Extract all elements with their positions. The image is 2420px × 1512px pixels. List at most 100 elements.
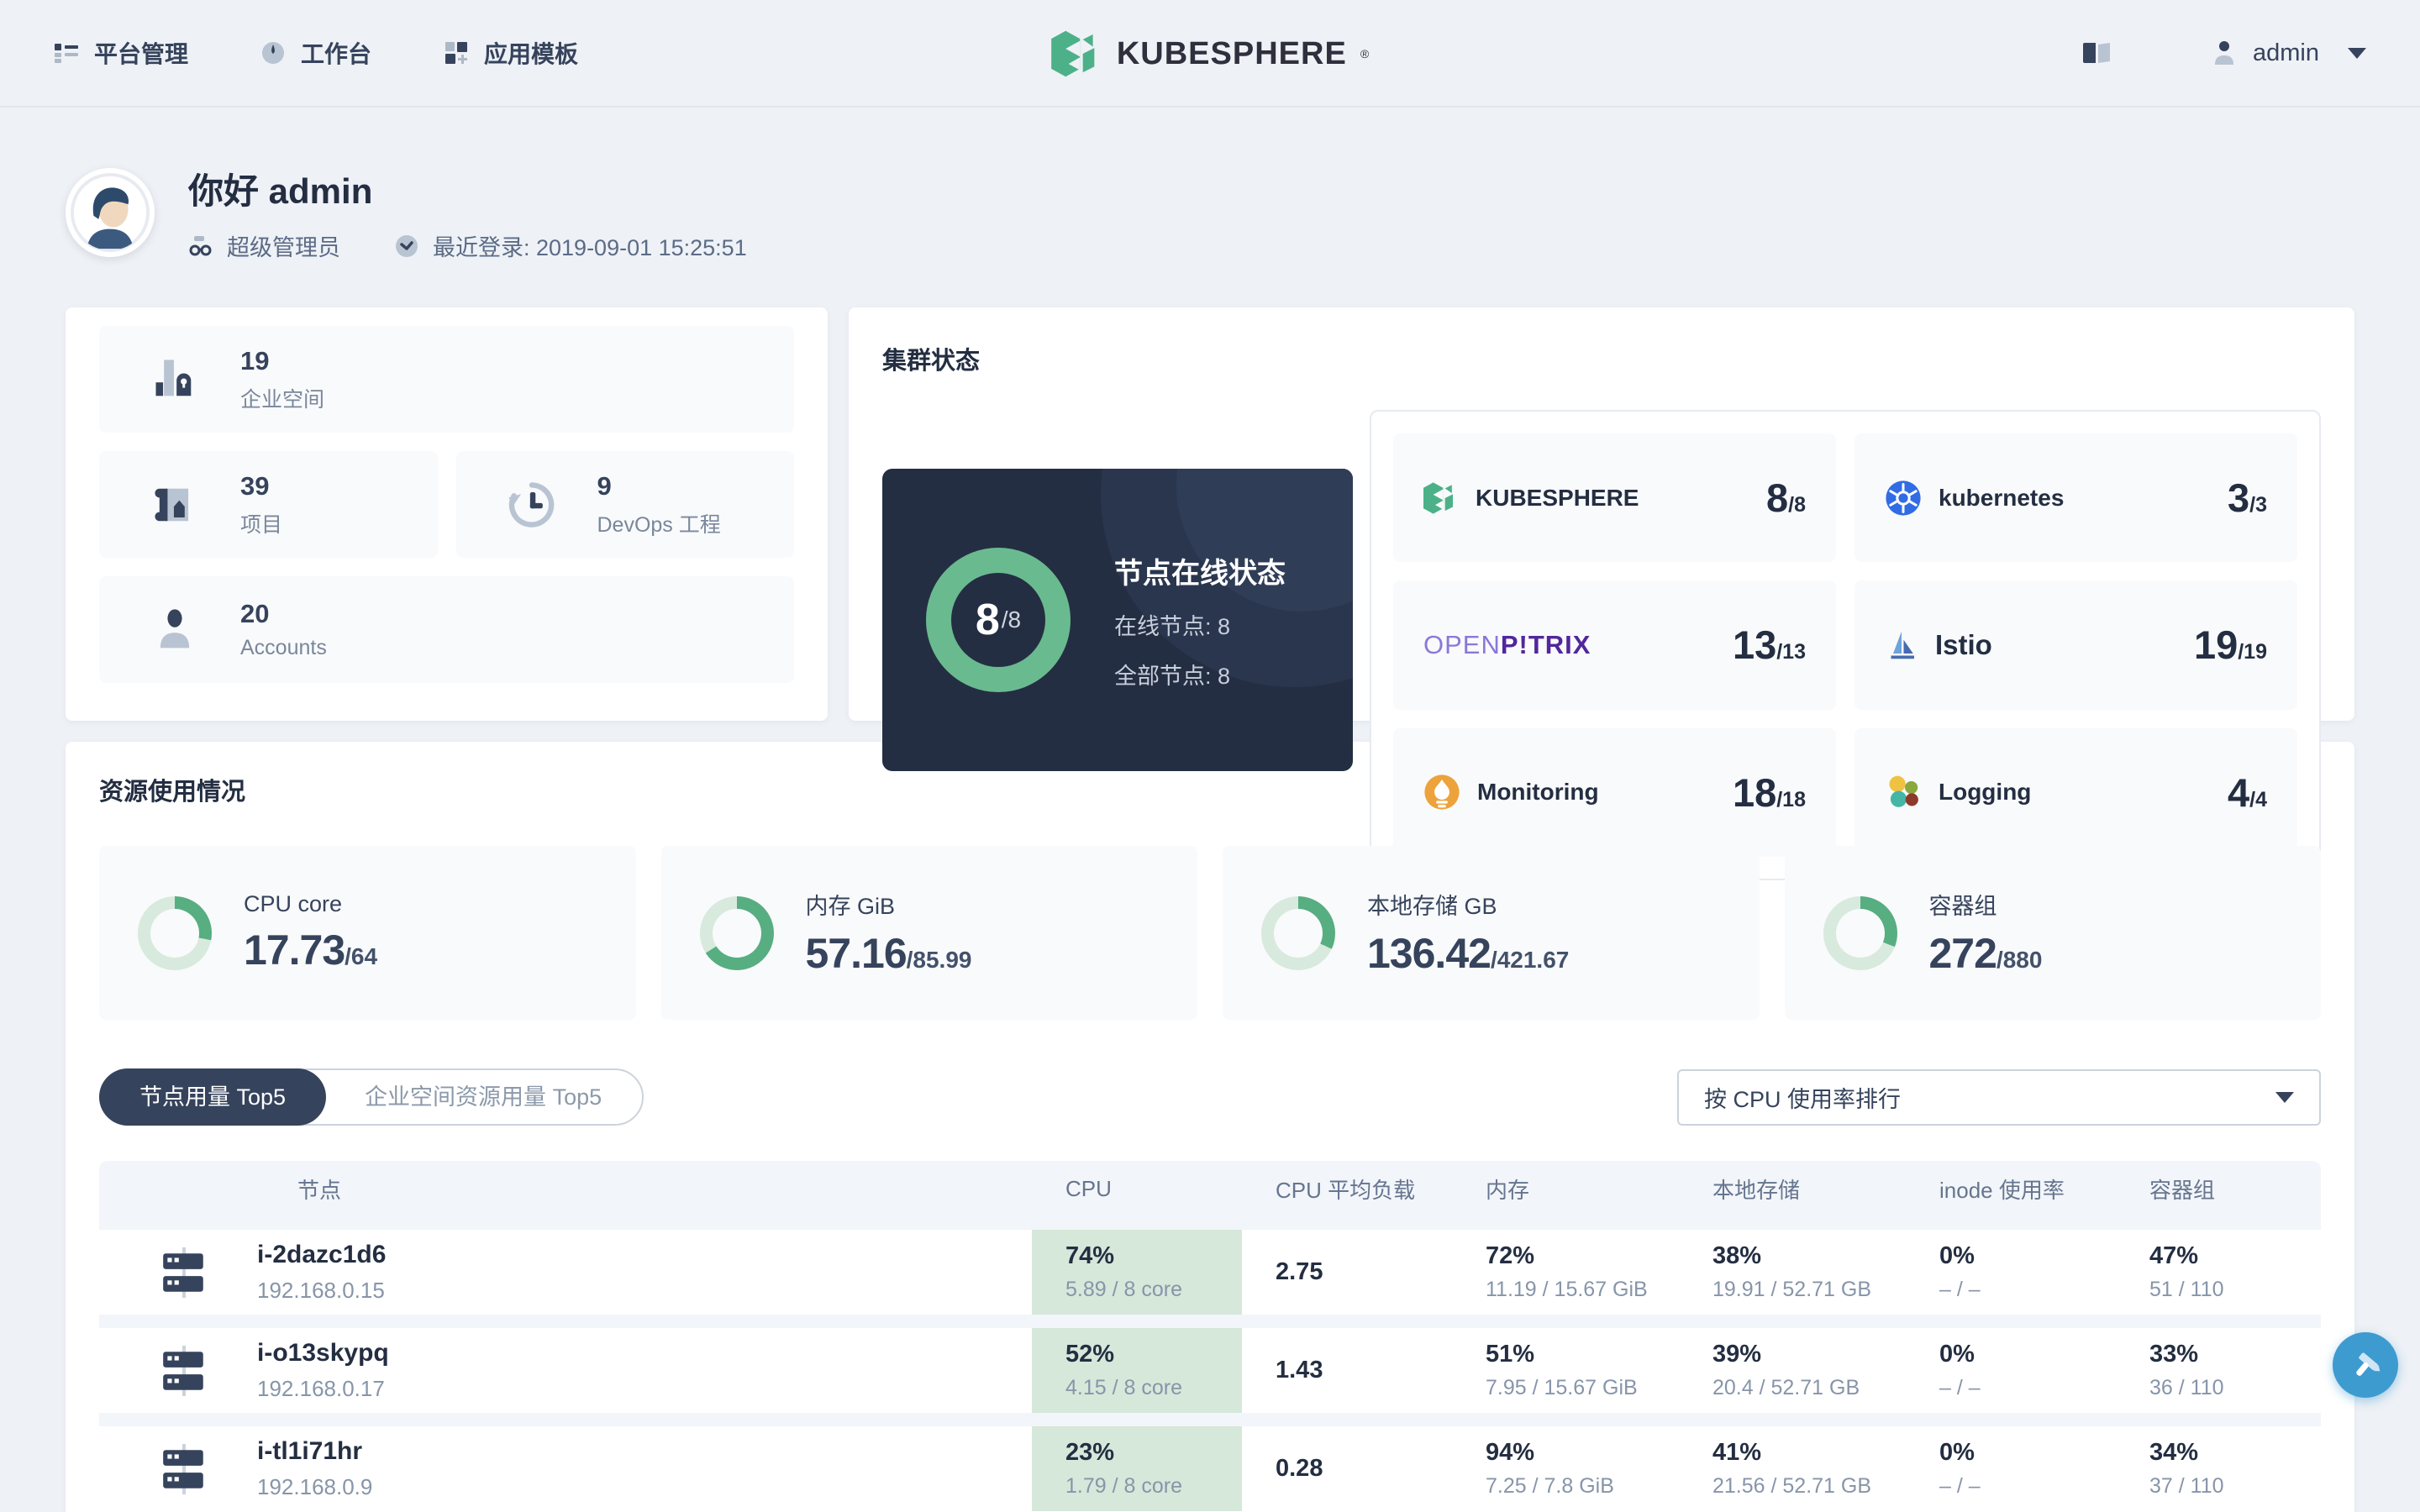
col-node: 节点 bbox=[297, 1177, 342, 1203]
brand-wordmark: KUBESPHERE bbox=[1116, 35, 1347, 71]
kubesphere-logo-icon bbox=[1051, 29, 1103, 78]
stat-accounts-label: Accounts bbox=[240, 636, 327, 659]
resource-memory-used: 57.16 bbox=[805, 930, 908, 977]
node-status-value: 8 bbox=[975, 596, 1000, 644]
pods-cell: 33% 36 / 110 bbox=[2149, 1341, 2224, 1399]
node-status-ring: 8 /8 bbox=[926, 548, 1071, 692]
node-ip: 192.168.0.15 bbox=[257, 1278, 385, 1303]
node-online-status-card[interactable]: 8 /8 节点在线状态 在线节点: 8 全部节点: 8 bbox=[882, 469, 1353, 771]
tab-node-usage-top5[interactable]: 节点用量 Top5 bbox=[99, 1068, 327, 1126]
storage-cell: 41% 21.56 / 52.71 GB bbox=[1712, 1439, 1872, 1498]
kubesphere-logo[interactable]: KUBESPHERE ® bbox=[1051, 0, 1369, 108]
resource-memory-card: 内存 GiB 57.16/85.99 bbox=[660, 846, 1197, 1020]
devops-clock-icon bbox=[507, 480, 557, 530]
stat-workspaces-label: 企业空间 bbox=[240, 387, 325, 412]
workspace-icon bbox=[150, 354, 200, 405]
memory-cell: 72% 11.19 / 15.67 GiB bbox=[1486, 1242, 1648, 1301]
nav-platform-management[interactable]: 平台管理 bbox=[54, 36, 188, 70]
resource-cpu-card: CPU core 17.73/64 bbox=[99, 846, 636, 1020]
accounts-person-icon bbox=[150, 605, 200, 655]
user-role: 超级管理员 bbox=[188, 229, 340, 262]
resource-pods-label: 容器组 bbox=[1928, 894, 1997, 919]
platform-stats-panel: 19 企业空间 39 项目 9 DevOps 工程 bbox=[66, 307, 828, 721]
cpu-cell: 23% 1.79 / 8 core bbox=[1032, 1426, 1242, 1511]
table-row[interactable]: i-tl1i71hr 192.168.0.9 23% 1.79 / 8 core … bbox=[99, 1426, 2321, 1511]
component-kubesphere-value: 8 bbox=[1766, 475, 1789, 521]
memory-donut-chart bbox=[699, 895, 774, 970]
node-status-denominator: /8 bbox=[1001, 606, 1022, 633]
component-istio-value: 19 bbox=[2193, 622, 2238, 668]
component-kubesphere-name: KUBESPHERE bbox=[1476, 484, 1639, 511]
col-memory: 内存 bbox=[1486, 1177, 1530, 1203]
kubernetes-icon bbox=[1885, 480, 1922, 517]
docs-book-icon[interactable] bbox=[2083, 40, 2112, 66]
user-icon bbox=[2212, 40, 2236, 66]
pods-cell: 47% 51 / 110 bbox=[2149, 1242, 2224, 1301]
role-glasses-icon bbox=[188, 235, 213, 257]
node-name: i-2dazc1d6 bbox=[257, 1241, 387, 1268]
memory-cell: 51% 7.95 / 15.67 GiB bbox=[1486, 1341, 1638, 1399]
resource-storage-used: 136.42 bbox=[1367, 930, 1491, 977]
welcome-banner: 你好 admin 超级管理员 最近登录: 2019-09-01 15:25:51 bbox=[66, 163, 2420, 262]
node-name: i-tl1i71hr bbox=[257, 1437, 363, 1465]
server-node-icon bbox=[160, 1345, 208, 1396]
component-logging-value: 4 bbox=[2228, 769, 2250, 815]
nav-app-templates[interactable]: 应用模板 bbox=[444, 36, 578, 70]
component-kubesphere: KUBESPHERE 8/8 bbox=[1393, 433, 1836, 563]
platform-list-icon bbox=[54, 40, 79, 66]
resource-usage-title: 资源使用情况 bbox=[99, 779, 246, 806]
last-login: 最近登录: 2019-09-01 15:25:51 bbox=[394, 229, 747, 262]
inode-cell: 0% – / – bbox=[1939, 1341, 1981, 1399]
last-login-label: 最近登录: 2019-09-01 15:25:51 bbox=[433, 235, 747, 260]
role-label: 超级管理员 bbox=[227, 235, 340, 260]
nav-workbench[interactable]: 工作台 bbox=[260, 36, 371, 70]
stat-accounts[interactable]: 20 Accounts bbox=[99, 576, 794, 683]
resource-pods-used: 272 bbox=[1928, 930, 1997, 977]
usage-tabs: 节点用量 Top5 企业空间资源用量 Top5 bbox=[99, 1068, 644, 1126]
table-row[interactable]: i-o13skypq 192.168.0.17 52% 4.15 / 8 core… bbox=[99, 1328, 2321, 1413]
resource-storage-label: 本地存储 GB bbox=[1367, 894, 1497, 919]
user-menu[interactable]: admin bbox=[2212, 39, 2366, 67]
user-name: admin bbox=[2253, 39, 2319, 66]
banner-text: 你好 admin 超级管理员 最近登录: 2019-09-01 15:25:51 bbox=[188, 163, 747, 262]
monitoring-prometheus-icon bbox=[1423, 774, 1460, 811]
nav-platform-label: 平台管理 bbox=[94, 41, 189, 67]
cpu-load-cell: 2.75 bbox=[1276, 1258, 1323, 1285]
component-monitoring-value: 18 bbox=[1732, 769, 1777, 815]
tab-workspace-usage-top5[interactable]: 企业空间资源用量 Top5 bbox=[365, 1084, 602, 1110]
stat-projects[interactable]: 39 项目 bbox=[99, 451, 438, 558]
cpu-cell: 52% 4.15 / 8 core bbox=[1032, 1328, 1242, 1413]
resource-pods-card: 容器组 272/880 bbox=[1784, 846, 2321, 1020]
node-status-title: 节点在线状态 bbox=[1114, 557, 1286, 590]
logging-icon bbox=[1885, 774, 1922, 811]
server-node-icon bbox=[160, 1443, 208, 1494]
stat-devops[interactable]: 9 DevOps 工程 bbox=[455, 451, 794, 558]
stat-accounts-value: 20 bbox=[240, 599, 270, 628]
table-row[interactable]: i-2dazc1d6 192.168.0.15 74% 5.89 / 8 core… bbox=[99, 1230, 2321, 1315]
hammer-icon bbox=[2349, 1348, 2382, 1382]
openpitrix-wordmark: OPENP!TRIX bbox=[1423, 629, 1591, 659]
sort-by-cpu-dropdown[interactable]: 按 CPU 使用率排行 bbox=[1677, 1068, 2321, 1126]
sort-selected-value: 按 CPU 使用率排行 bbox=[1704, 1086, 1902, 1112]
toolbox-button[interactable] bbox=[2333, 1332, 2398, 1398]
istio-icon bbox=[1885, 628, 1918, 662]
top-bar: 平台管理 工作台 应用模板 KUBESPHERE ® bbox=[0, 0, 2420, 108]
stat-devops-label: DevOps 工程 bbox=[597, 512, 721, 537]
stat-devops-value: 9 bbox=[597, 470, 612, 501]
top-bar-right: admin bbox=[2083, 39, 2366, 67]
storage-cell: 39% 20.4 / 52.71 GB bbox=[1712, 1341, 1860, 1399]
kubesphere-component-icon bbox=[1423, 481, 1459, 515]
col-inode: inode 使用率 bbox=[1939, 1177, 2065, 1203]
node-ip: 192.168.0.17 bbox=[257, 1376, 385, 1401]
resource-cpu-used: 17.73 bbox=[244, 927, 345, 974]
component-istio-name: Istio bbox=[1935, 628, 1992, 660]
component-kubernetes-name: kubernetes bbox=[1939, 484, 2065, 511]
resource-cpu-label: CPU core bbox=[244, 891, 343, 916]
storage-donut-chart bbox=[1261, 895, 1335, 970]
cpu-cell: 74% 5.89 / 8 core bbox=[1032, 1230, 1242, 1315]
col-storage: 本地存储 bbox=[1712, 1177, 1801, 1203]
inode-cell: 0% – / – bbox=[1939, 1439, 1981, 1498]
clock-check-icon bbox=[394, 234, 419, 259]
component-logging-name: Logging bbox=[1939, 779, 2032, 806]
stat-workspaces[interactable]: 19 企业空间 bbox=[99, 326, 794, 433]
